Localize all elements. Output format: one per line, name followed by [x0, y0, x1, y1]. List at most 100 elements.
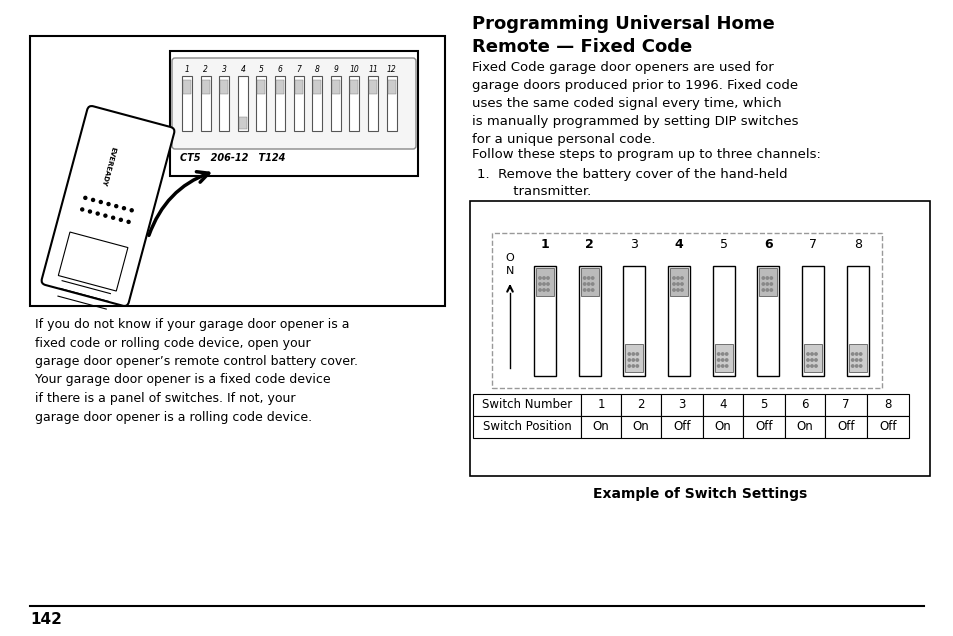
Text: 1: 1: [184, 64, 190, 74]
Circle shape: [855, 359, 857, 361]
Bar: [759, 268, 777, 296]
Circle shape: [810, 365, 812, 367]
Text: Switch Number: Switch Number: [481, 399, 572, 411]
Text: 4: 4: [674, 238, 682, 251]
Text: N: N: [505, 266, 514, 276]
Text: 7: 7: [295, 64, 301, 74]
Bar: [294, 80, 302, 94]
Circle shape: [538, 277, 540, 279]
Bar: [714, 344, 732, 372]
Circle shape: [724, 365, 727, 367]
Circle shape: [99, 200, 102, 204]
Bar: [580, 268, 598, 296]
Bar: [757, 266, 779, 376]
Text: 1: 1: [597, 399, 604, 411]
Text: Follow these steps to program up to three channels:: Follow these steps to program up to thre…: [472, 148, 820, 161]
Text: Off: Off: [837, 420, 854, 434]
Circle shape: [627, 365, 630, 367]
Bar: [331, 76, 340, 131]
Circle shape: [130, 209, 133, 212]
Circle shape: [851, 365, 853, 367]
Circle shape: [810, 353, 812, 355]
Bar: [237, 76, 248, 131]
Circle shape: [81, 208, 84, 211]
Bar: [257, 80, 265, 94]
Circle shape: [720, 353, 723, 355]
Text: 8: 8: [883, 399, 891, 411]
Bar: [274, 76, 285, 131]
Text: 5: 5: [719, 238, 727, 251]
Text: O: O: [505, 253, 514, 263]
Circle shape: [680, 283, 682, 285]
Bar: [702, 416, 742, 438]
Bar: [667, 266, 689, 376]
Circle shape: [814, 359, 817, 361]
Bar: [387, 80, 395, 94]
Text: 7: 7: [841, 399, 849, 411]
Circle shape: [724, 359, 727, 361]
Bar: [801, 266, 823, 376]
Circle shape: [717, 353, 720, 355]
Bar: [742, 416, 784, 438]
Bar: [534, 266, 556, 376]
Circle shape: [769, 277, 772, 279]
Circle shape: [112, 216, 114, 219]
Bar: [332, 80, 339, 94]
Circle shape: [806, 365, 808, 367]
Text: 1.  Remove the battery cover of the hand-held: 1. Remove the battery cover of the hand-…: [476, 168, 787, 181]
Circle shape: [761, 277, 763, 279]
Text: transmitter.: transmitter.: [492, 185, 591, 198]
Bar: [200, 76, 211, 131]
Circle shape: [583, 277, 585, 279]
Circle shape: [717, 359, 720, 361]
FancyBboxPatch shape: [172, 58, 416, 149]
Bar: [803, 344, 821, 372]
Bar: [536, 268, 554, 296]
Bar: [712, 266, 734, 376]
Bar: [182, 76, 192, 131]
Bar: [58, 232, 128, 291]
Bar: [669, 268, 687, 296]
Bar: [369, 80, 376, 94]
Circle shape: [761, 283, 763, 285]
Circle shape: [591, 283, 594, 285]
Bar: [866, 416, 908, 438]
Circle shape: [89, 210, 91, 213]
Bar: [256, 76, 266, 131]
Bar: [845, 266, 868, 376]
Circle shape: [676, 277, 679, 279]
Circle shape: [542, 283, 544, 285]
Bar: [386, 76, 396, 131]
Circle shape: [632, 353, 634, 355]
Bar: [349, 76, 359, 131]
Text: Off: Off: [879, 420, 896, 434]
Circle shape: [96, 212, 99, 215]
Circle shape: [119, 218, 122, 221]
Circle shape: [542, 277, 544, 279]
Text: 10: 10: [349, 64, 359, 74]
Circle shape: [769, 283, 772, 285]
Bar: [492, 233, 882, 388]
Circle shape: [720, 359, 723, 361]
Text: 142: 142: [30, 612, 62, 628]
Circle shape: [765, 283, 768, 285]
Bar: [313, 80, 321, 94]
Bar: [702, 394, 742, 416]
Bar: [660, 394, 702, 416]
Bar: [470, 201, 929, 476]
Text: 1: 1: [540, 238, 549, 251]
Circle shape: [859, 353, 861, 355]
Circle shape: [636, 359, 638, 361]
Text: 8: 8: [314, 64, 319, 74]
Circle shape: [676, 283, 679, 285]
Text: 11: 11: [368, 64, 377, 74]
Text: Off: Off: [673, 420, 690, 434]
Text: Off: Off: [755, 420, 772, 434]
Circle shape: [538, 283, 540, 285]
Text: 4: 4: [719, 399, 726, 411]
Bar: [580, 394, 620, 416]
Bar: [294, 76, 303, 131]
Circle shape: [636, 353, 638, 355]
Circle shape: [810, 359, 812, 361]
Circle shape: [859, 365, 861, 367]
